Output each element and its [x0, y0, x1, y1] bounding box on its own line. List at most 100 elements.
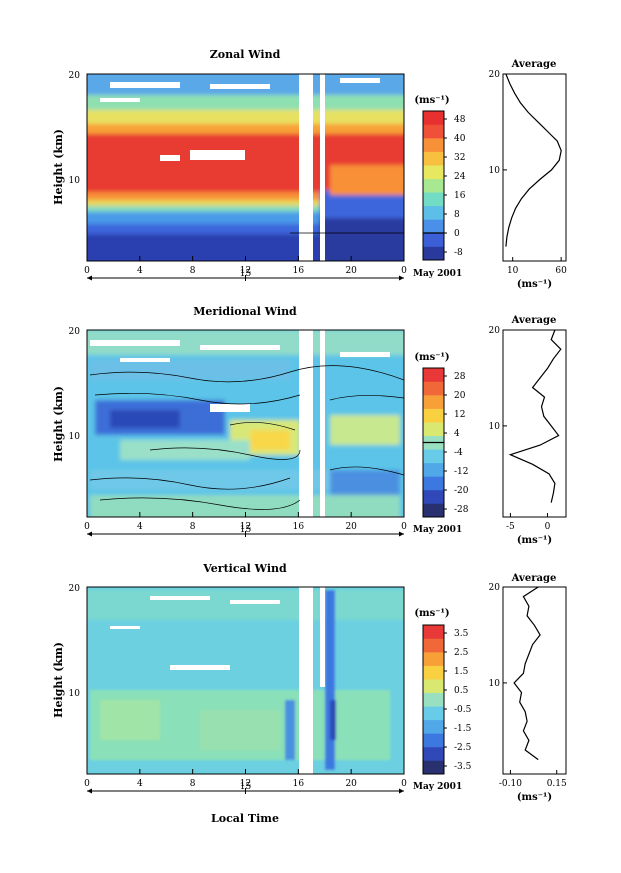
vertical-date-label: May 2001: [413, 782, 462, 792]
zonal-date-arrow-left: [87, 275, 92, 281]
vertical-cbar-tick: 2.5: [454, 648, 469, 658]
vertical-panel: Vertical Wind Height: [52, 562, 567, 803]
meridional-ytick-20: 20: [69, 327, 81, 337]
vertical-cbar-swatch: [423, 733, 444, 748]
meridional-x-axis: 0 4 8 12 16 20 0 15 May 2001: [84, 512, 462, 537]
zonal-avg-ytick: 10: [489, 166, 501, 176]
meridional-title: Meridional Wind: [193, 305, 297, 318]
zonal-gaps: [100, 74, 380, 261]
vertical-avg-xlabel: (ms⁻¹): [517, 792, 552, 803]
meridional-avg-profile: [508, 329, 562, 503]
meridional-cbar-swatch: [423, 408, 444, 423]
zonal-cbar-swatch: [423, 205, 444, 220]
figure-xlabel: Local Time: [211, 812, 279, 825]
meridional-colorbar: (ms⁻¹) 28 20 12 4 -4 -12 -20 -28: [414, 352, 469, 518]
zonal-cbar-frame: [422, 110, 445, 261]
vertical-cbar-swatch: [423, 719, 444, 734]
meridional-avg-title: Average: [511, 315, 557, 326]
meridional-cbar-swatch: [423, 381, 444, 396]
vertical-xtick-label: 8: [190, 779, 196, 789]
meridional-panel: Meridional Wind: [52, 305, 567, 546]
vertical-avg-ytick: 20: [489, 583, 501, 593]
zonal-ylabel: Height (km): [52, 129, 65, 205]
zonal-date-arrow-right: [399, 275, 404, 281]
zonal-xtick-label: 0: [84, 266, 90, 276]
vertical-average: Average 20 10 -0.10 0.15 (ms⁻¹): [489, 573, 567, 803]
vertical-cbar-swatch: [423, 760, 444, 775]
vertical-cbar-tick: -0.5: [454, 705, 472, 715]
vertical-cbar-swatch: [423, 706, 444, 721]
zonal-avg-xtick: 60: [555, 266, 567, 276]
vertical-cbar-tick: -1.5: [454, 724, 472, 734]
zonal-cbar-tick: 0: [454, 229, 460, 239]
meridional-xtick-label: 16: [293, 522, 305, 532]
meridional-ylabel: Height (km): [52, 386, 65, 462]
vertical-date-marker: 15: [240, 782, 252, 792]
meridional-ytick-10: 10: [69, 432, 81, 442]
zonal-colorbar: (ms⁻¹) 48 40 32 24 16 8 0 -8: [414, 95, 466, 261]
meridional-xtick-label: 0: [84, 522, 90, 532]
vertical-cbar-swatch: [423, 692, 444, 707]
meridional-y-axis: Height (km) 20 10: [52, 327, 80, 462]
meridional-avg-xtick: -5: [506, 522, 515, 532]
vertical-date-arrow-right: [399, 788, 404, 794]
vertical-cbar-swatch: [423, 625, 444, 639]
zonal-xtick-label: 20: [345, 266, 357, 276]
meridional-cbar-tick: -4: [454, 448, 463, 458]
vertical-xtick-label: 16: [293, 779, 305, 789]
vertical-colorbar: (ms⁻¹) 3.5 2.5 1.5 0.5 -0.5 -1.5 -2.5 -3.5: [414, 608, 472, 775]
zonal-date-marker: 15: [240, 269, 252, 279]
meridional-gaps: [90, 330, 390, 517]
vertical-cbar-swatch: [423, 665, 444, 680]
zonal-xtick-label: 12: [240, 266, 251, 276]
vertical-xtick-label: 4: [137, 779, 143, 789]
zonal-cbar-tick: -8: [454, 248, 463, 258]
vertical-xtick-label: 12: [240, 779, 251, 789]
meridional-heatmap: [87, 330, 404, 517]
vertical-xtick-label: 0: [401, 779, 407, 789]
vertical-x-axis: 0 4 8 12 16 20 0 15 May 2001: [84, 769, 462, 794]
vertical-y-axis: Height (km) 20 10: [52, 584, 80, 718]
vertical-cbar-unit: (ms⁻¹): [414, 608, 449, 619]
zonal-cbar-swatch: [423, 178, 444, 193]
meridional-cbar-swatch: [423, 462, 444, 477]
vertical-cbar-swatch: [423, 652, 444, 666]
vertical-xtick-label: 0: [84, 779, 90, 789]
zonal-heatmap: [87, 74, 404, 261]
zonal-cbar-swatch: [423, 165, 444, 180]
vertical-avg-xtick: -0.10: [499, 779, 522, 789]
meridional-cbar-swatch: [423, 449, 444, 464]
zonal-cbar-swatch: [423, 138, 444, 152]
zonal-y-axis: Height (km) 20 10: [52, 71, 80, 205]
zonal-cbar-tick: 48: [454, 115, 466, 125]
meridional-avg-xlabel: (ms⁻¹): [517, 535, 552, 546]
meridional-cbar-swatch: [423, 422, 444, 437]
vertical-cbar-tick: 1.5: [454, 667, 469, 677]
zonal-avg-profile: [505, 73, 562, 247]
zonal-cbar-tick: 40: [454, 134, 466, 144]
meridional-date-marker: 15: [240, 525, 252, 535]
meridional-cbar-tick: 28: [454, 372, 466, 382]
vertical-cbar-swatch: [423, 746, 444, 761]
zonal-avg-xlabel: (ms⁻¹): [517, 279, 552, 290]
zonal-xtick-label: 4: [137, 266, 143, 276]
zonal-cbar-swatch: [423, 192, 444, 207]
vertical-ytick-10: 10: [69, 689, 81, 699]
meridional-date-arrow-right: [399, 531, 404, 537]
meridional-avg-ytick: 20: [489, 326, 501, 336]
meridional-cbar-swatch: [423, 503, 444, 518]
vertical-cbar-swatch: [423, 638, 444, 653]
zonal-x-axis: 0 4 8 12 16 20 0 15 May 2001: [84, 256, 462, 281]
zonal-cbar-swatch: [423, 246, 444, 261]
meridional-avg-ytick: 10: [489, 422, 501, 432]
vertical-cbar-tick: 0.5: [454, 686, 469, 696]
meridional-cbar-tick: 20: [454, 391, 466, 401]
meridional-date-arrow-left: [87, 531, 92, 537]
zonal-avg-title: Average: [511, 59, 557, 70]
meridional-cbar-tick: -12: [454, 467, 469, 477]
vertical-cbar-tick: 3.5: [454, 629, 469, 639]
meridional-cbar-swatch: [423, 368, 444, 382]
meridional-cbar-unit: (ms⁻¹): [414, 352, 449, 363]
zonal-cbar-tick: 16: [454, 191, 466, 201]
